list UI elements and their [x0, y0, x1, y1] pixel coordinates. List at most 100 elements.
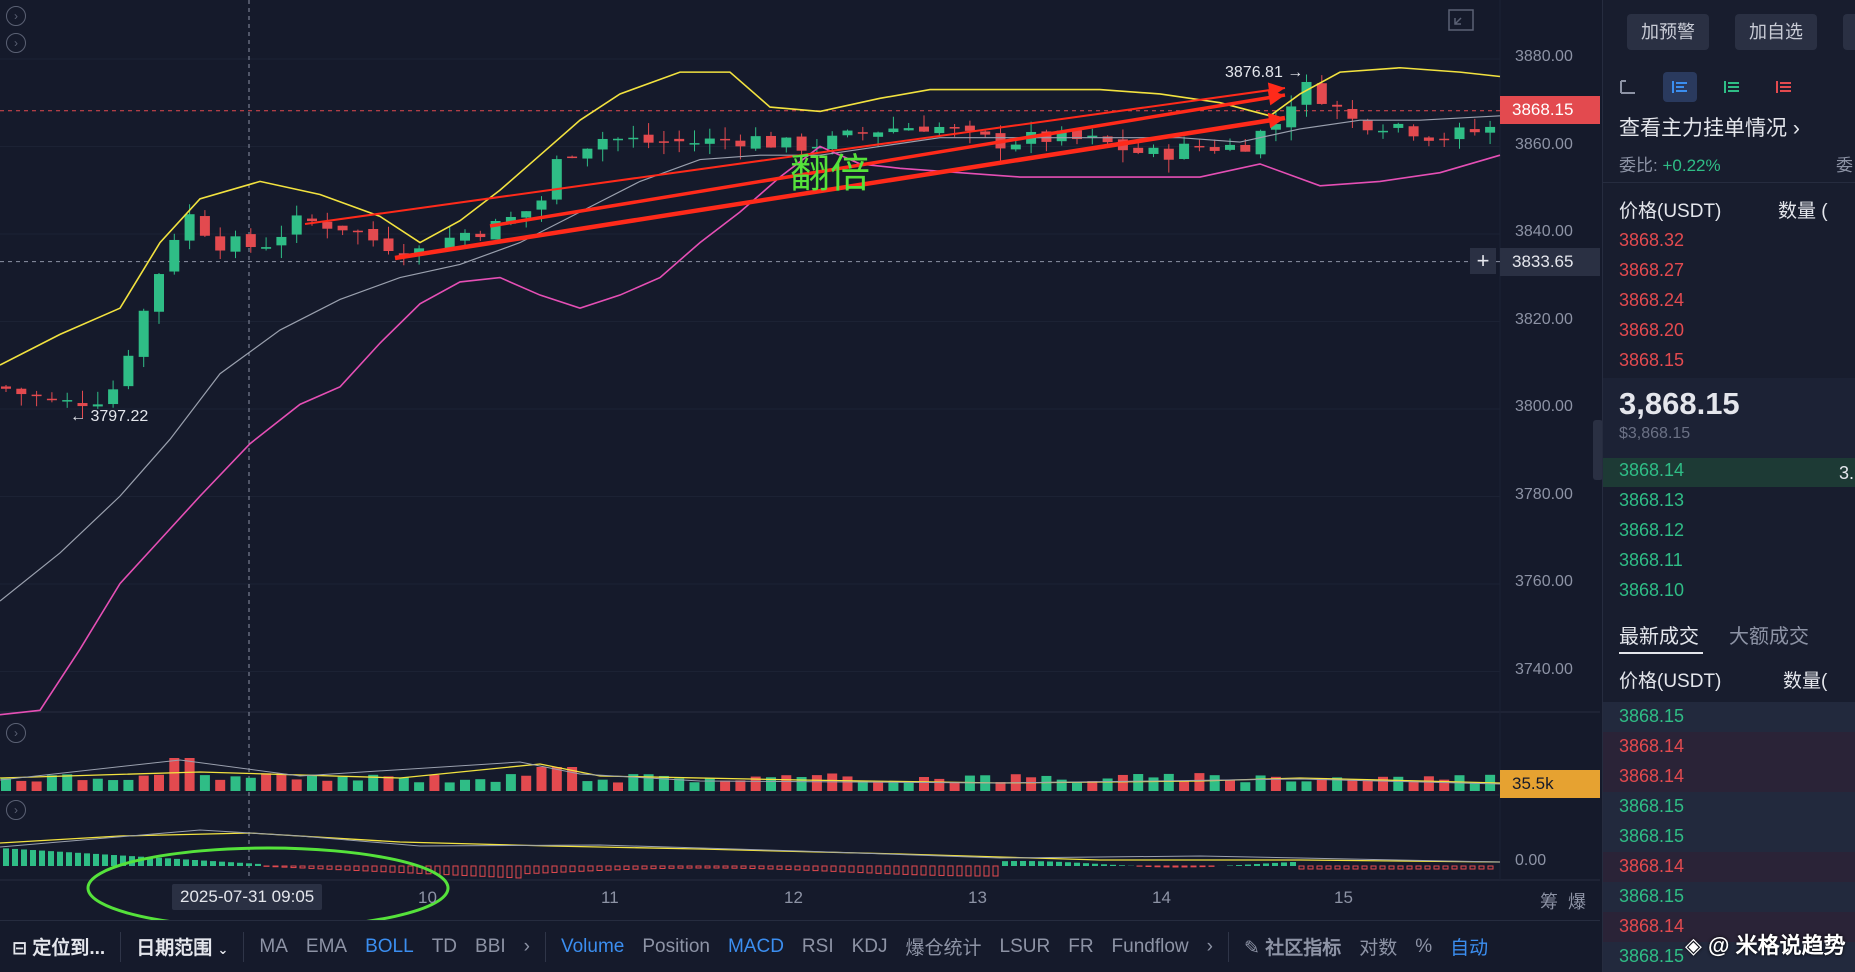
volume-bar [766, 777, 776, 791]
indicator-fr[interactable]: FR [1068, 935, 1094, 957]
bid-row[interactable]: 3868.14 [1619, 460, 1685, 480]
macd-signal [0, 832, 1501, 863]
add-watchlist-button[interactable]: 加自选 [1735, 14, 1817, 50]
ask-row[interactable]: 3868.20 [1619, 320, 1685, 340]
date-range-dropdown[interactable]: 日期范围 ⌄ [136, 938, 229, 959]
collapse-icon[interactable]: › [6, 723, 26, 743]
macd-bar [183, 859, 189, 866]
liquidation-button[interactable]: 爆 [1568, 892, 1586, 912]
auto-scale-toggle[interactable]: 自动 [1450, 938, 1489, 959]
tab-latest-trades[interactable]: 最新成交 [1619, 626, 1699, 648]
collapse-icon[interactable]: › [6, 33, 26, 53]
candle-body [444, 237, 455, 249]
chip-button[interactable]: 筹 [1540, 892, 1558, 912]
indicator-ema[interactable]: EMA [305, 935, 348, 957]
trade-row: 3868.14 [1619, 766, 1685, 786]
indicator-fundflow[interactable]: Fundflow [1111, 935, 1189, 957]
divider [120, 931, 122, 962]
macd-bar [380, 865, 387, 873]
macd-bar [803, 865, 810, 871]
indicator-kdj[interactable]: KDJ [851, 935, 888, 957]
ask-row[interactable]: 3868.15 [1619, 350, 1685, 370]
macd-bar [317, 865, 324, 870]
add-alert-button[interactable]: 加预警 [1627, 14, 1709, 50]
tab-large-trades[interactable]: 大额成交 [1729, 626, 1809, 648]
trend-arrow-upper-head [1267, 89, 1285, 106]
candle-body [811, 146, 822, 149]
volume-bar [750, 776, 761, 791]
chart-area[interactable]: 翻倍 3876.81 → ← 3797.22 › › › › 3880.00 3860… [0, 0, 1600, 920]
indicator-volume[interactable]: Volume [560, 935, 625, 957]
indicator-macd[interactable]: MACD [727, 935, 784, 957]
bid-row[interactable]: 3868.12 [1619, 520, 1685, 540]
ask-row[interactable]: 3868.32 [1619, 230, 1685, 250]
ask-row[interactable]: 3868.27 [1619, 260, 1685, 280]
macd-bar [1011, 861, 1017, 866]
indicator-position[interactable]: Position [642, 935, 710, 957]
indicator-boll[interactable]: BOLL [365, 935, 414, 957]
kline-chart[interactable]: 翻倍 3876.81 → ← 3797.22 [0, 0, 1600, 920]
collapse-icon[interactable]: › [6, 800, 26, 820]
macd-bar [506, 865, 513, 879]
indicator-ma[interactable]: MA [259, 935, 288, 957]
orderbook-asks-icon[interactable] [1767, 72, 1801, 102]
candle-body [230, 236, 241, 252]
indicator-liquidation[interactable]: 爆仓统计 [905, 938, 982, 959]
macd-bar [533, 865, 540, 874]
volume-bar [919, 777, 929, 791]
volume-bar [811, 775, 822, 791]
bid-row[interactable]: 3868.11 [1619, 550, 1683, 570]
trend-arrow-thin [304, 87, 1286, 225]
macd-line [0, 829, 1501, 863]
ask-row[interactable]: 3868.24 [1619, 290, 1685, 310]
candle-body [352, 230, 363, 233]
indicator-bbi[interactable]: BBI [475, 935, 506, 957]
volume-bar [1026, 777, 1037, 791]
macd-bar [614, 865, 621, 871]
main-orders-link[interactable]: 查看主力挂单情况 › [1619, 117, 1800, 140]
boll-upper-band [0, 66, 1501, 366]
indicator-rsi[interactable]: RSI [801, 935, 834, 957]
volume-bar [169, 758, 180, 791]
macd-bar [596, 865, 603, 872]
macd-bar [1442, 865, 1449, 870]
percent-toggle[interactable]: % [1415, 935, 1433, 957]
qty-header: 数量 ( [1778, 201, 1828, 222]
indicator-lsur[interactable]: LSUR [999, 935, 1051, 957]
bid-row[interactable]: 3868.10 [1619, 580, 1685, 600]
macd-bar [21, 849, 27, 866]
orderbook-bids-icon[interactable] [1715, 72, 1749, 102]
volume-bar [521, 775, 532, 791]
bid-row[interactable]: 3868.13 [1619, 490, 1685, 510]
trade-row-bg [1603, 792, 1855, 822]
volume-bar [1117, 774, 1128, 791]
macd-bar [1083, 863, 1089, 866]
date-tick: 15 [1334, 888, 1353, 907]
orderbook-both-icon[interactable] [1611, 72, 1645, 102]
candle-body [827, 135, 838, 150]
more-button[interactable] [1843, 14, 1855, 50]
chevron-right-icon[interactable]: › [1206, 935, 1213, 957]
fullscreen-icon[interactable] [1447, 8, 1475, 32]
macd-bar [389, 865, 396, 873]
macd-bar [866, 865, 873, 874]
candle-body [980, 131, 991, 135]
trend-arrow-upper [489, 93, 1286, 228]
collapse-icon[interactable]: › [6, 6, 26, 26]
volume-bar [1362, 780, 1373, 791]
panel-resize-handle[interactable] [1593, 420, 1603, 480]
chevron-right-icon[interactable]: › [523, 935, 530, 957]
macd-bar [1181, 865, 1188, 868]
macd-bar [1101, 864, 1107, 866]
macd-bar [686, 865, 693, 869]
orderbook-split-icon[interactable] [1663, 72, 1697, 102]
add-crosshair-icon[interactable]: + [1470, 248, 1496, 274]
macd-bar [290, 865, 297, 869]
community-indicators-button[interactable]: ✎ 社区指标 [1243, 938, 1342, 959]
macd-bar [1379, 865, 1386, 870]
macd-bar [1029, 861, 1035, 866]
volume-bar [138, 775, 149, 791]
locate-button[interactable]: ⊟ 定位到... [12, 938, 106, 959]
log-scale-toggle[interactable]: 对数 [1359, 938, 1398, 959]
indicator-td[interactable]: TD [431, 935, 458, 957]
